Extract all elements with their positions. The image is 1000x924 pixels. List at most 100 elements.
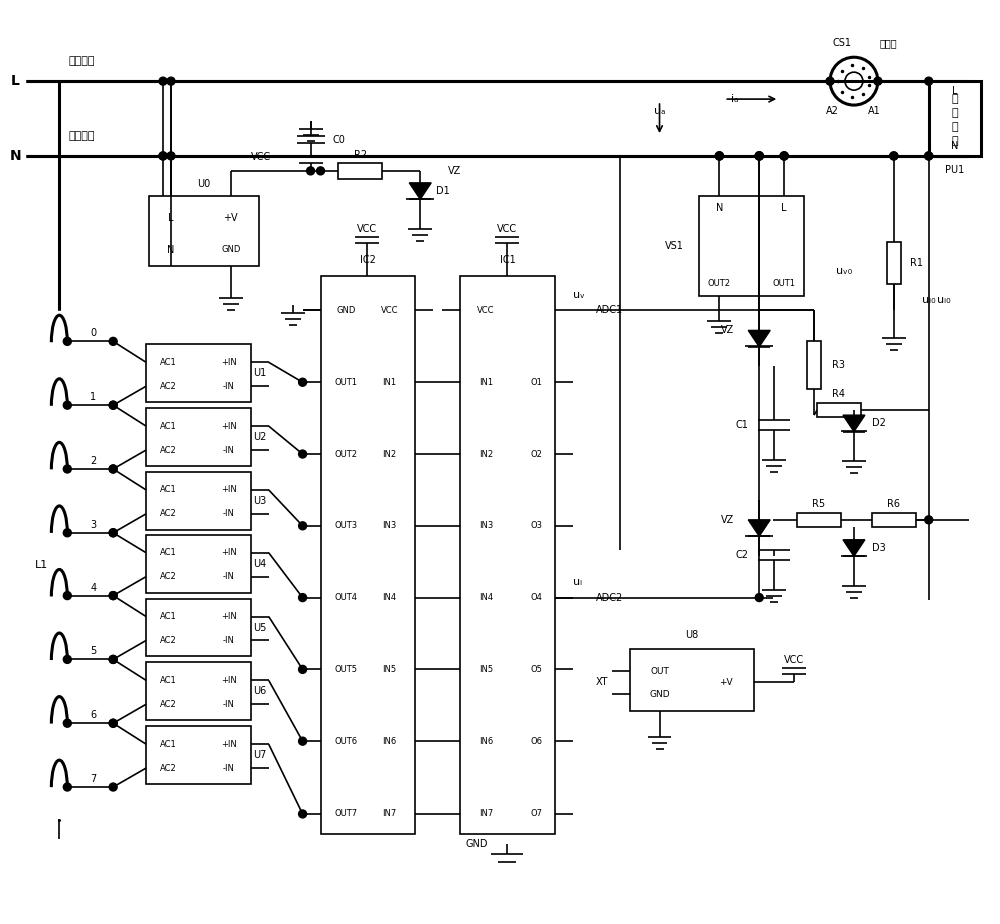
Text: A2: A2 [826,106,838,116]
Text: 负: 负 [951,122,958,132]
Text: （相线）: （相线） [68,56,95,67]
Text: IN1: IN1 [479,378,493,387]
Text: AC1: AC1 [160,421,176,431]
Text: R3: R3 [832,360,845,371]
Text: IN2: IN2 [479,449,493,458]
Circle shape [299,450,307,458]
Text: +IN: +IN [221,485,237,494]
Text: VCC: VCC [251,152,271,162]
Circle shape [299,522,307,529]
Text: XT: XT [596,677,608,687]
Text: AC1: AC1 [160,675,176,685]
Bar [146,472,251,529]
Text: +IN: +IN [221,548,237,557]
Bar [149,196,259,265]
Circle shape [109,529,117,537]
Circle shape [109,591,117,600]
Text: OUT4: OUT4 [335,593,358,602]
Text: L: L [11,74,20,88]
Text: IN4: IN4 [382,593,396,602]
Bar [872,513,916,527]
Text: R5: R5 [812,499,826,509]
Text: uᵢ₀: uᵢ₀ [937,296,950,306]
Circle shape [109,719,117,727]
Circle shape [159,152,167,160]
Text: L1: L1 [35,560,48,570]
Text: 0: 0 [90,328,96,338]
Text: VZ: VZ [448,166,461,176]
Text: uᵥ: uᵥ [573,289,585,299]
Text: -IN: -IN [223,699,235,709]
Text: U4: U4 [253,559,266,568]
Bar [321,275,415,833]
Bar [146,726,251,784]
Text: +IN: +IN [221,358,237,367]
Circle shape [715,152,723,160]
Text: -IN: -IN [223,382,235,391]
Text: 容: 容 [951,94,958,104]
Text: iₐ: iₐ [731,94,738,104]
Circle shape [317,167,325,175]
Text: 7: 7 [90,774,96,784]
Bar [146,599,251,656]
Text: L: L [781,202,787,213]
Circle shape [63,719,71,727]
Text: L: L [168,213,174,223]
Text: AC1: AC1 [160,739,176,748]
Circle shape [299,665,307,674]
Text: -IN: -IN [223,445,235,455]
Text: ADC1: ADC1 [596,306,623,315]
Circle shape [780,152,788,160]
Circle shape [109,783,117,791]
Circle shape [109,719,117,727]
Text: AC1: AC1 [160,485,176,494]
Text: ADC2: ADC2 [596,592,623,602]
Text: 1: 1 [90,392,96,402]
Bar [146,535,251,592]
Bar [146,345,251,402]
Bar [929,81,981,156]
Text: OUT1: OUT1 [335,378,358,387]
Text: D1: D1 [436,186,450,196]
Text: AC1: AC1 [160,548,176,557]
Circle shape [925,516,933,524]
Circle shape [109,337,117,346]
Circle shape [925,78,933,85]
Text: +IN: +IN [221,675,237,685]
Text: AC2: AC2 [160,509,176,518]
Text: VZ: VZ [721,325,734,335]
Circle shape [63,783,71,791]
Text: AC1: AC1 [160,358,176,367]
Text: OUT: OUT [650,667,669,675]
Text: IC2: IC2 [360,255,376,264]
Circle shape [159,152,167,160]
Text: GND: GND [649,690,670,699]
Bar [807,341,821,389]
Text: C0: C0 [333,135,345,145]
Circle shape [109,591,117,600]
Text: U0: U0 [197,179,211,188]
Text: IN6: IN6 [479,736,493,746]
Bar [887,242,901,284]
Text: +IN: +IN [221,421,237,431]
Text: OUT7: OUT7 [335,809,358,819]
Text: uᵢ₀: uᵢ₀ [922,296,936,306]
Circle shape [63,655,71,663]
Text: 检测孔: 检测孔 [880,38,898,48]
Text: N: N [167,245,175,255]
Circle shape [167,78,175,85]
Bar [699,196,804,296]
Circle shape [299,378,307,386]
Circle shape [63,465,71,473]
Circle shape [109,529,117,537]
Text: +V: +V [720,678,733,687]
Text: C2: C2 [735,550,748,560]
Circle shape [874,78,882,85]
Circle shape [755,152,763,160]
Text: OUT5: OUT5 [335,665,358,674]
Text: +IN: +IN [221,739,237,748]
Text: GND: GND [466,839,488,849]
Text: -IN: -IN [223,763,235,772]
Text: U3: U3 [253,496,266,505]
Circle shape [109,465,117,473]
